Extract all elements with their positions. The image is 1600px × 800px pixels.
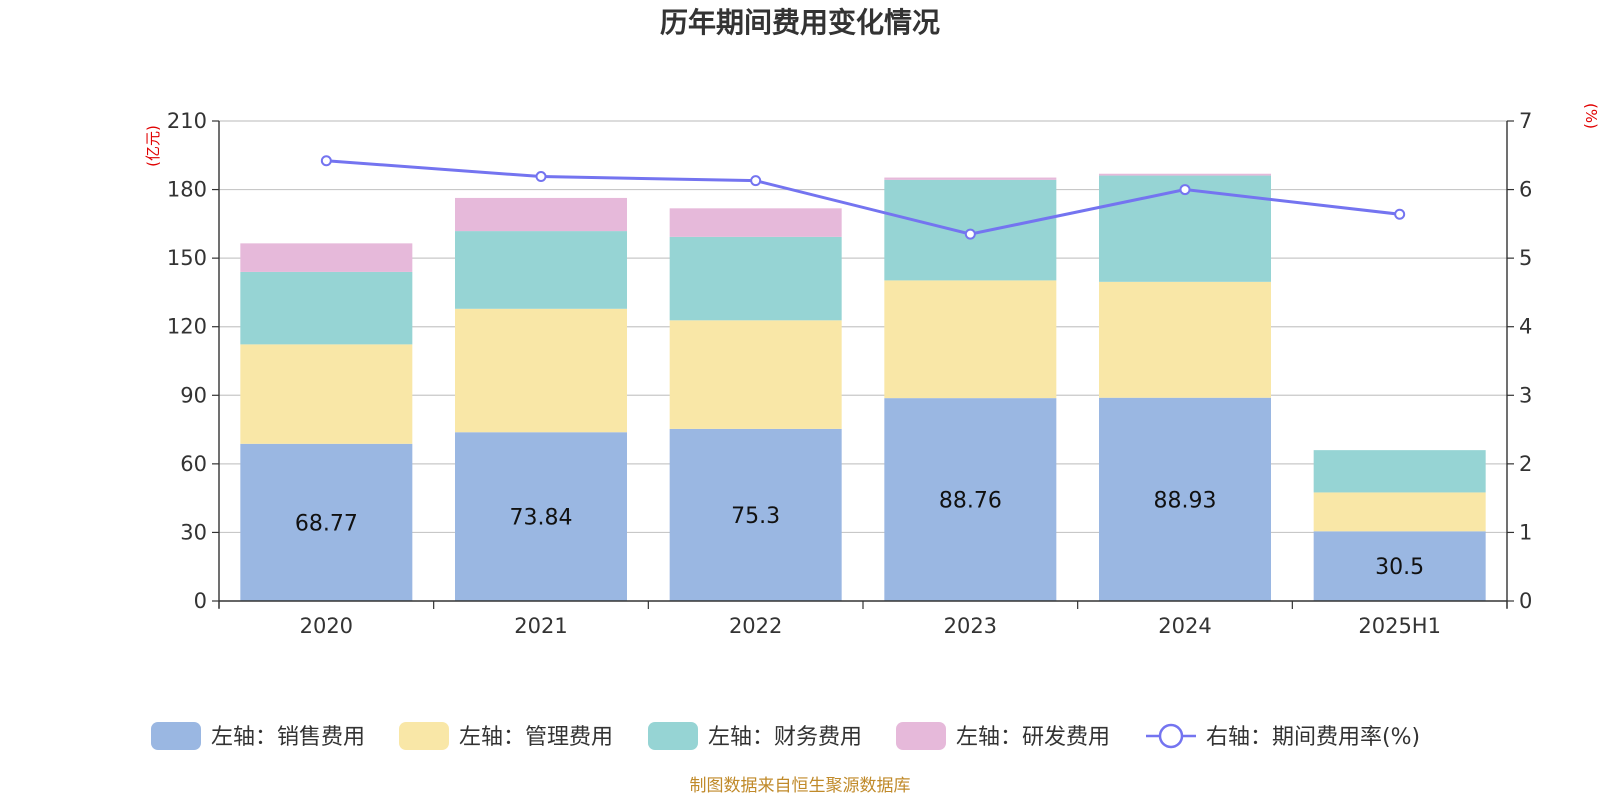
right-tick-label: 3 [1519, 383, 1532, 407]
legend-label: 左轴：研发费用 [956, 725, 1110, 750]
bar-segment [669, 236, 842, 321]
bar-segment [240, 344, 413, 444]
right-tick-label: 6 [1519, 178, 1532, 202]
bar-segment [1099, 397, 1271, 601]
left-tick-label: 150 [167, 246, 207, 270]
rate-point [320, 155, 332, 167]
legend-label: 左轴：管理费用 [459, 725, 613, 750]
bar-data-label: 30.5 [1375, 555, 1424, 580]
rate-point [964, 228, 976, 240]
right-tick-label: 7 [1519, 109, 1532, 133]
rate-point [750, 175, 762, 187]
bar-segment [884, 398, 1057, 601]
bar-segment [1313, 450, 1486, 493]
bar-segment [884, 177, 1057, 180]
left-tick-label: 120 [167, 315, 207, 339]
bar-segment [240, 271, 413, 345]
right-axis-unit: (%) [1582, 103, 1600, 129]
axes-layer: 0 30 60 90 120 150 180 210 0 1 2 3 4 5 6 7 2020 2021 2022 2… [167, 109, 1532, 638]
x-tick-label: 2024 [1158, 614, 1211, 638]
right-tick-label: 4 [1519, 315, 1532, 339]
legend-swatch [151, 722, 201, 750]
left-axis-unit: (亿元) [144, 125, 162, 167]
right-tick-label: 2 [1519, 452, 1532, 476]
left-tick-label: 60 [180, 452, 207, 476]
bar-segment [1313, 531, 1486, 601]
bar-data-label: 75.3 [731, 504, 780, 529]
legend: 左轴：销售费用 左轴：管理费用 左轴：财务费用 左轴：研发费用 右轴：期间费用率(%) [151, 722, 1420, 750]
legend-label: 左轴：财务费用 [708, 725, 862, 750]
right-tick-label: 0 [1519, 589, 1532, 613]
rate-point [535, 171, 547, 183]
left-tick-label: 90 [180, 383, 207, 407]
bar-segment [240, 243, 413, 272]
legend-swatch [399, 722, 449, 750]
chart-title: 历年期间费用变化情况 [660, 6, 940, 39]
x-tick-label: 2021 [514, 614, 567, 638]
rate-point [1394, 208, 1406, 220]
bar-segment [884, 280, 1057, 399]
bar-data-label: 73.84 [510, 506, 573, 531]
bar-segment [669, 428, 842, 601]
legend-swatch [648, 722, 698, 750]
bar-data-label: 88.93 [1154, 488, 1217, 513]
bar-segment [455, 231, 627, 309]
left-tick-label: 180 [167, 178, 207, 202]
x-tick-label: 2020 [300, 614, 353, 638]
bar-segment [669, 320, 842, 429]
bar-segment [455, 308, 627, 433]
left-tick-label: 30 [180, 520, 207, 544]
bar-segment [1099, 281, 1271, 398]
grid-lines [219, 120, 1507, 534]
bars-layer: 68.77 73.84 75.3 88.76 88.93 30.5 [240, 173, 1486, 601]
legend-swatch [896, 722, 946, 750]
right-tick-label: 5 [1519, 246, 1532, 270]
left-tick-label: 210 [167, 109, 207, 133]
bar-segment [455, 197, 627, 232]
legend-marker [1158, 723, 1184, 749]
legend-label: 右轴：期间费用率(%) [1206, 725, 1420, 750]
bar-segment [669, 208, 842, 237]
right-tick-label: 1 [1519, 520, 1532, 544]
x-tick-label: 2022 [729, 614, 782, 638]
x-tick-label: 2025H1 [1358, 614, 1441, 638]
bar-segment [1099, 173, 1271, 176]
rate-point [1179, 184, 1191, 196]
bar-segment [240, 443, 413, 601]
left-tick-label: 0 [194, 589, 207, 613]
rate-series-line [326, 159, 1400, 236]
bar-data-label: 88.76 [939, 489, 1002, 514]
x-tick-label: 2023 [944, 614, 997, 638]
bar-data-label: 68.77 [295, 511, 358, 536]
line-layer [320, 155, 1406, 240]
bar-segment [455, 432, 627, 601]
bar-segment [1313, 492, 1486, 532]
source-note: 制图数据来自恒生聚源数据库 [690, 776, 911, 796]
legend-label: 左轴：销售费用 [211, 725, 365, 750]
